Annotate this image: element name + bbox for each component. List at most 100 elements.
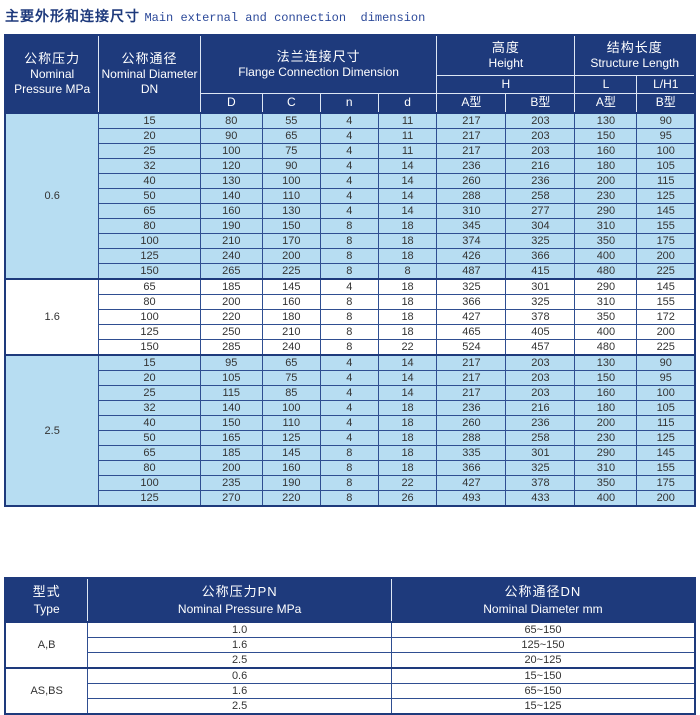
page-title: 主要外形和连接尺寸 Main external and connection d…	[0, 0, 700, 26]
header-nominal-pressure-en: Nominal Pressure MPa	[14, 67, 91, 97]
dimension-cell: 8	[319, 324, 379, 340]
table-row: 80 200 160 8 18 366 325 310 155	[5, 294, 696, 310]
dimension-cell: 18	[377, 430, 438, 446]
dimension-cell: 18	[377, 400, 438, 416]
header-nominal-pressure-zh: 公称压力	[24, 50, 81, 66]
header-pn-zh: 公称压力PN	[201, 584, 278, 600]
dimension-cell: 225	[636, 339, 696, 356]
table-row: 20 90 65 4 11 217 203 150 95	[5, 128, 696, 144]
dimension-cell: 125	[98, 324, 201, 340]
dimension-cell: 18	[377, 445, 438, 461]
dimension-cell: 115	[636, 415, 696, 431]
type-cell-value: 2.5	[87, 652, 392, 669]
dimension-cell: 217	[436, 385, 507, 401]
dimension-cell: 140	[199, 400, 263, 416]
dimension-cell: 225	[261, 263, 321, 280]
dimension-cell: 11	[377, 128, 438, 144]
type-cell-value: 125~150	[390, 637, 696, 653]
dimension-cell: 80	[98, 460, 201, 476]
dimension-cell: 217	[436, 370, 507, 386]
type-cell-value: 1.0	[87, 621, 392, 638]
table-row: 50 140 110 4 14 288 258 230 125	[5, 188, 696, 204]
dimension-cell: 40	[98, 415, 201, 431]
dimension-cell: 235	[199, 475, 263, 491]
dimension-cell: 345	[436, 218, 507, 234]
dimension-cell: 225	[636, 263, 696, 280]
type-cell-value: 65~150	[390, 683, 696, 699]
dimension-cell: 258	[505, 430, 576, 446]
dimension-cell: 8	[319, 339, 379, 356]
dimension-cell: 217	[436, 112, 507, 129]
dimension-cell: 14	[377, 188, 438, 204]
header-length-type-a: A型	[574, 92, 638, 114]
dimension-cell: 115	[636, 173, 696, 189]
dimension-cell: 11	[377, 112, 438, 129]
dimension-cell: 203	[505, 112, 576, 129]
dimension-cell: 130	[261, 203, 321, 219]
type-table-header: 型式 Type 公称压力PN Nominal Pressure MPa 公称通径…	[4, 577, 696, 623]
dimension-cell: 18	[377, 248, 438, 264]
page-title-en: Main external and connection dimension	[144, 11, 426, 25]
dimension-cell: 310	[574, 294, 638, 310]
dimension-cell: 378	[505, 475, 576, 491]
dimension-cell: 65	[98, 278, 201, 295]
dimension-cell: 378	[505, 309, 576, 325]
type-table-body: A,B 1.0 65~150 1.6 125~150 2.5 20~125 AS,BS 0.6 1…	[4, 621, 696, 715]
dimension-cell: 160	[574, 385, 638, 401]
table-row: 80 190 150 8 18 345 304 310 155	[5, 218, 696, 234]
dimension-table: 公称压力 Nominal Pressure MPa 公称通径 Nominal D…	[4, 34, 696, 507]
dimension-cell: 4	[319, 143, 379, 159]
table-row: 125 240 200 8 18 426 366 400 200	[5, 248, 696, 264]
dimension-cell: 4	[319, 158, 379, 174]
table-row: 25 115 85 4 14 217 203 160 100	[5, 385, 696, 401]
dimension-cell: 200	[636, 490, 696, 507]
dimension-cell: 25	[98, 385, 201, 401]
dimension-cell: 172	[636, 309, 696, 325]
dimension-cell: 170	[261, 233, 321, 249]
dimension-cell: 288	[436, 188, 507, 204]
dimension-cell: 200	[636, 324, 696, 340]
header-height-type-b: B型	[505, 92, 576, 114]
dimension-cell: 290	[574, 278, 638, 295]
dimension-cell: 4	[319, 430, 379, 446]
dimension-cell: 350	[574, 233, 638, 249]
dimension-cell: 150	[574, 370, 638, 386]
dimension-cell: 236	[436, 158, 507, 174]
dimension-cell: 100	[199, 143, 263, 159]
dimension-cell: 145	[261, 278, 321, 295]
dimension-cell: 145	[636, 278, 696, 295]
dimension-cell: 310	[574, 460, 638, 476]
dimension-cell: 185	[199, 445, 263, 461]
dimension-cell: 350	[574, 475, 638, 491]
dimension-cell: 457	[505, 339, 576, 356]
dimension-cell: 150	[574, 128, 638, 144]
dimension-table-header: 公称压力 Nominal Pressure MPa 公称通径 Nominal D…	[4, 34, 696, 114]
type-cell-value: 20~125	[390, 652, 696, 669]
header-nominal-diameter: 公称通径 Nominal Diameter DN	[98, 34, 201, 114]
dimension-cell: 190	[199, 218, 263, 234]
dimension-cell: 366	[505, 248, 576, 264]
table-row: 65 160 130 4 14 310 277 290 145	[5, 203, 696, 219]
dimension-cell: 150	[261, 218, 321, 234]
dimension-cell: 100	[98, 475, 201, 491]
dimension-cell: 110	[261, 188, 321, 204]
dimension-cell: 487	[436, 263, 507, 280]
dimension-cell: 180	[574, 400, 638, 416]
header-col-d: D	[199, 92, 263, 114]
dimension-cell: 145	[261, 445, 321, 461]
pressure-group-label: 0.6	[4, 112, 100, 280]
dimension-cell: 230	[574, 430, 638, 446]
table-row: 0.6 15 80 55 4 11 217 203 130 90	[4, 112, 696, 280]
dimension-cell: 426	[436, 248, 507, 264]
header-type: 型式 Type	[4, 577, 89, 623]
dimension-cell: 270	[199, 490, 263, 507]
header-height-zh: 高度	[491, 39, 520, 55]
dimension-cell: 301	[505, 278, 576, 295]
dimension-cell: 236	[505, 173, 576, 189]
dimension-cell: 325	[505, 233, 576, 249]
dimension-cell: 480	[574, 339, 638, 356]
dimension-cell: 180	[261, 309, 321, 325]
table-row: 100 210 170 8 18 374 325 350 175	[5, 233, 696, 249]
table-row: 65 185 145 8 18 335 301 290 145	[5, 445, 696, 461]
type-cell-value: 0.6	[87, 667, 392, 684]
